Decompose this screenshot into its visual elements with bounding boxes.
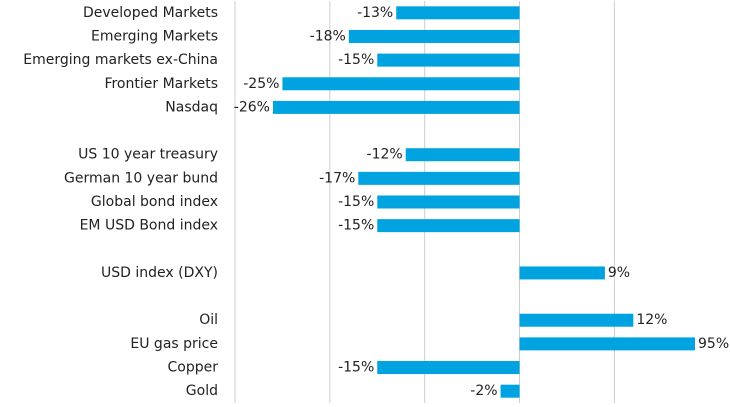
value-label: -26% (234, 99, 270, 115)
value-label: -15% (338, 194, 374, 210)
category-label: Copper (168, 360, 219, 376)
bar (405, 148, 520, 162)
value-label: 95% (698, 336, 729, 352)
bar (348, 29, 520, 43)
value-label: 9% (608, 265, 630, 281)
bars (272, 6, 695, 398)
bar (272, 100, 520, 114)
category-label: USD index (DXY) (101, 265, 218, 281)
labels: Developed Markets -13% Emerging Markets -18… (23, 5, 729, 399)
value-label: 12% (636, 312, 667, 328)
category-label: EM USD Bond index (80, 218, 218, 234)
bar (282, 77, 520, 91)
bar (358, 171, 520, 185)
category-label: Emerging Markets (91, 28, 218, 44)
value-label: -15% (338, 360, 374, 376)
bar (519, 266, 605, 280)
category-label: Global bond index (91, 194, 218, 210)
value-label: -15% (338, 52, 374, 68)
category-label: Gold (186, 383, 218, 399)
bar (377, 219, 520, 233)
value-label: -18% (310, 28, 346, 44)
value-label: -13% (357, 5, 393, 21)
value-label: -12% (367, 147, 403, 163)
category-label: EU gas price (130, 336, 218, 352)
bar (377, 361, 520, 375)
category-label: German 10 year bund (64, 170, 218, 186)
category-label: Frontier Markets (104, 76, 218, 92)
bar (500, 384, 520, 398)
bar (519, 337, 695, 351)
bar (377, 195, 520, 209)
value-label: -25% (243, 76, 279, 92)
category-label: Developed Markets (83, 5, 218, 21)
value-label: -2% (470, 383, 497, 399)
category-label: Nasdaq (165, 99, 218, 115)
bar (396, 6, 520, 20)
value-label: -15% (338, 218, 374, 234)
category-label: Oil (199, 312, 218, 328)
value-label: -17% (319, 170, 355, 186)
bar (519, 313, 634, 327)
bar (377, 53, 520, 67)
category-label: US 10 year treasury (78, 147, 218, 163)
category-label: Emerging markets ex-China (23, 52, 218, 68)
